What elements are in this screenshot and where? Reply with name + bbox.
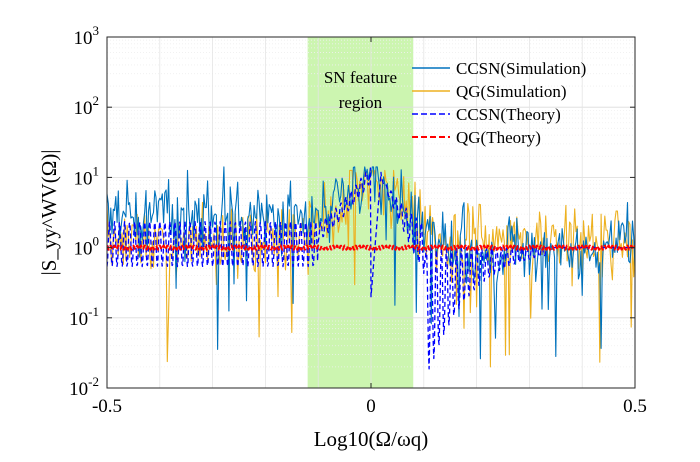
- axis-labels: Log10(Ω/ωq) |S_yy^WV(Ω)|: [37, 149, 428, 451]
- series-qg-theory: [107, 244, 635, 251]
- legend: CCSN(Simulation) QG(Simulation) CCSN(Theor…: [412, 59, 586, 147]
- y-tick-label: 10-1: [69, 304, 99, 330]
- region-label-line-1: SN feature: [324, 68, 397, 87]
- ticks: -0.5 0 0.5 10-2 10-1 100 101 102 103: [69, 23, 647, 417]
- region-label-line-2: region: [339, 93, 383, 112]
- y-axis-label: |S_yy^WV(Ω)|: [37, 149, 61, 275]
- y-tick-label: 100: [74, 234, 100, 260]
- y-tick-label: 10-2: [69, 374, 99, 400]
- annotation: SN feature region: [324, 68, 397, 112]
- y-tick-label: 101: [74, 163, 100, 189]
- series-layer: [107, 166, 635, 370]
- legend-entry: QG(Simulation): [456, 82, 567, 101]
- y-tick-label: 103: [74, 23, 100, 49]
- x-axis-label: Log10(Ω/ωq): [314, 427, 429, 451]
- x-tick-label: -0.5: [92, 396, 122, 417]
- legend-entry: CCSN(Simulation): [456, 59, 586, 78]
- y-tick-label: 102: [74, 93, 100, 119]
- legend-entry: QG(Theory): [456, 128, 541, 147]
- legend-entry: CCSN(Theory): [456, 105, 561, 124]
- grid: [107, 37, 635, 388]
- x-tick-label: 0.5: [623, 396, 647, 417]
- x-tick-label: 0: [366, 396, 376, 417]
